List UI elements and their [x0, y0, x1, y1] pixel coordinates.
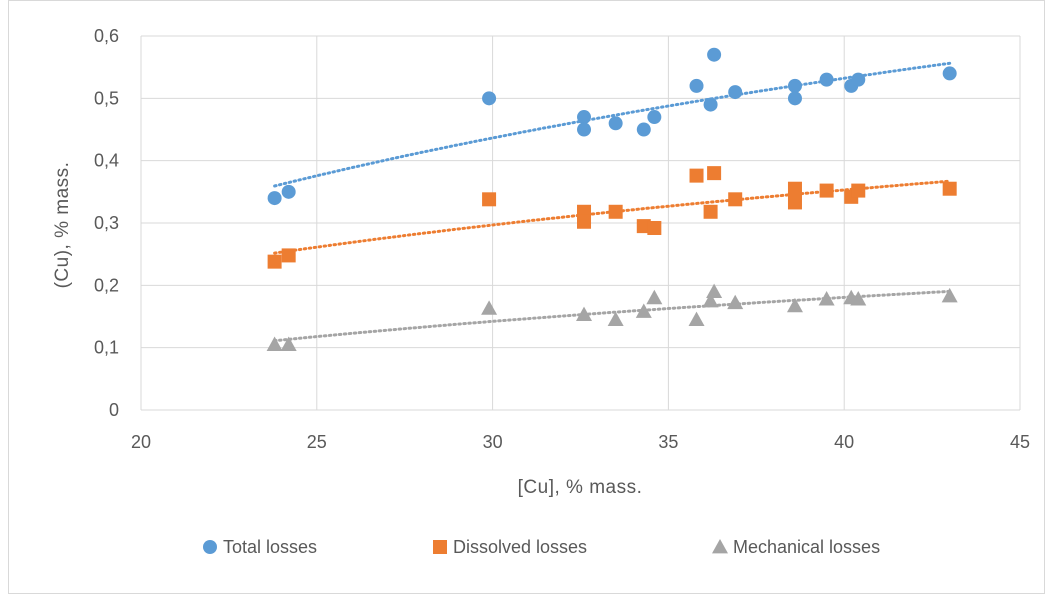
data-point: [727, 294, 744, 310]
data-points: [266, 47, 958, 351]
data-point: [636, 122, 651, 137]
data-point: [281, 184, 296, 199]
data-point: [707, 47, 722, 62]
legend-label: Mechanical losses: [733, 537, 880, 557]
x-tick-label: 25: [307, 432, 327, 452]
y-tick-label: 0,3: [94, 213, 119, 233]
y-tick-label: 0,1: [94, 338, 119, 358]
data-point: [786, 297, 803, 313]
legend: Total losses Dissolved losses Mechanical l…: [203, 537, 880, 557]
x-axis-title: [Cu], % mass.: [518, 477, 643, 498]
data-point: [577, 122, 592, 137]
data-point: [267, 191, 282, 206]
data-point: [689, 78, 704, 93]
data-point: [688, 311, 705, 327]
x-tick-label: 40: [834, 432, 854, 452]
y-tick-label: 0: [109, 400, 119, 420]
data-point: [577, 214, 592, 229]
data-point: [787, 78, 802, 93]
legend-label: Dissolved losses: [453, 537, 587, 557]
data-point: [280, 336, 297, 351]
trendline: [273, 289, 952, 343]
x-tick-label: 45: [1010, 432, 1030, 452]
x-tick-label: 30: [483, 432, 503, 452]
x-tick-label: 20: [131, 432, 151, 452]
data-point: [647, 110, 662, 125]
data-point: [851, 183, 866, 198]
data-point: [819, 183, 834, 198]
data-point: [281, 248, 296, 263]
data-point: [608, 204, 623, 219]
data-point: [787, 181, 802, 196]
legend-label: Total losses: [223, 537, 317, 557]
data-point: [482, 91, 497, 106]
data-point: [703, 97, 718, 112]
data-point: [689, 168, 704, 183]
data-point: [635, 303, 652, 318]
data-point: [607, 311, 624, 327]
x-axis-ticks: 20 25 30 35 40 45: [131, 432, 1030, 452]
data-point: [266, 336, 283, 351]
data-point: [728, 192, 743, 207]
data-point: [851, 72, 866, 87]
data-point: [850, 291, 867, 306]
legend-marker: [203, 540, 217, 554]
data-point: [707, 166, 722, 181]
data-point: [941, 287, 958, 303]
legend-marker: [712, 539, 728, 554]
data-point: [706, 283, 723, 298]
y-axis-title: (Cu), % mass.: [52, 162, 73, 289]
data-point: [703, 204, 718, 219]
data-point: [787, 91, 802, 106]
y-tick-label: 0,2: [94, 275, 119, 295]
y-tick-label: 0,4: [94, 151, 119, 171]
data-point: [267, 254, 282, 269]
data-point: [481, 300, 498, 315]
data-point: [646, 289, 663, 305]
data-point: [702, 292, 719, 308]
y-tick-label: 0,5: [94, 88, 119, 108]
data-point: [577, 110, 592, 125]
data-point: [482, 192, 497, 207]
y-tick-label: 0,6: [94, 26, 119, 46]
legend-marker: [433, 540, 447, 554]
y-axis-ticks: 0 0,1 0,2 0,3 0,4 0,5 0,6: [94, 26, 119, 420]
data-point: [728, 85, 743, 100]
data-point: [818, 291, 835, 306]
data-point: [647, 220, 662, 235]
data-point: [819, 72, 834, 87]
data-point: [608, 116, 623, 131]
data-point: [942, 66, 957, 81]
x-tick-label: 35: [658, 432, 678, 452]
trendline: [273, 61, 952, 188]
data-point: [787, 195, 802, 210]
data-point: [576, 306, 593, 322]
data-point: [942, 181, 957, 196]
data-point: [636, 219, 651, 234]
